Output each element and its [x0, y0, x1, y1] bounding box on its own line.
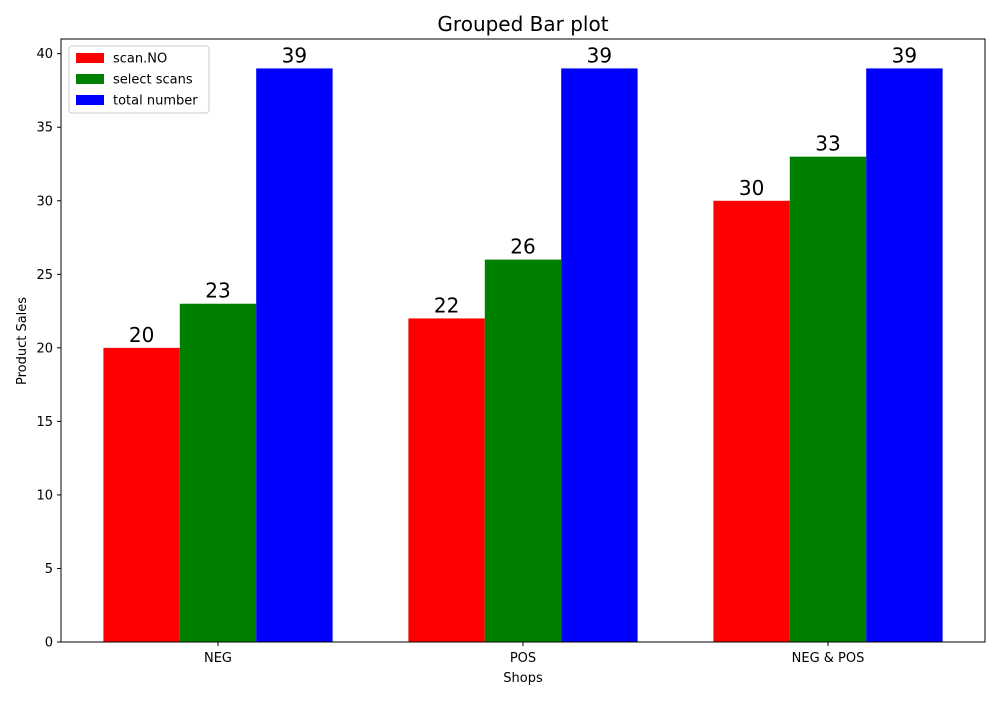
y-tick-label-25: 25: [36, 268, 53, 283]
bar-scan-no-pos: [408, 318, 485, 642]
x-tick-label-neg-pos: NEG & POS: [792, 651, 865, 666]
legend-swatch-total-number: [76, 95, 104, 105]
y-tick-label-15: 15: [36, 415, 53, 430]
bar-total-number-pos: [561, 68, 638, 643]
legend-label-scan-no: scan.NO: [113, 52, 167, 67]
y-tick-label-5: 5: [45, 562, 53, 577]
data-label-total-number-neg-pos: 39: [892, 43, 917, 67]
bar-total-number-neg: [256, 68, 333, 643]
x-tick-label-neg: NEG: [204, 651, 232, 666]
bar-total-number-neg-pos: [866, 68, 943, 643]
data-label-scan-no-neg-pos: 30: [739, 176, 764, 200]
legend: scan.NO select scans total number: [68, 45, 210, 114]
bar-select-scans-neg: [179, 303, 257, 642]
y-tick-label-40: 40: [36, 47, 53, 62]
legend-label-select-scans: select scans: [113, 73, 193, 88]
data-label-scan-no-neg: 20: [129, 323, 154, 347]
data-label-total-number-neg: 39: [282, 43, 307, 67]
y-tick-label-35: 35: [36, 121, 53, 136]
data-label-select-scans-neg: 23: [205, 279, 230, 303]
bar-select-scans-pos: [484, 259, 562, 642]
y-tick-label-0: 0: [45, 636, 53, 651]
y-axis-label: Product Sales: [15, 297, 30, 385]
legend-swatch-select-scans: [76, 74, 104, 84]
chart-title: Grouped Bar plot: [437, 12, 608, 36]
data-label-total-number-pos: 39: [587, 43, 612, 67]
data-label-select-scans-neg-pos: 33: [815, 132, 840, 156]
y-tick-label-30: 30: [36, 194, 53, 209]
data-label-select-scans-pos: 26: [510, 235, 535, 259]
legend-label-total-number: total number: [113, 94, 198, 109]
axes-layer: 0 5 10 15 20 25 30 35 40 NEG POS NEG & POS: [36, 38, 986, 666]
y-tick-label-10: 10: [36, 488, 53, 503]
bar-select-scans-neg-pos: [789, 156, 867, 642]
y-tick-label-20: 20: [36, 341, 53, 356]
bar-scan-no-neg: [103, 347, 180, 642]
legend-swatch-scan-no: [76, 53, 104, 63]
data-label-scan-no-pos: 22: [434, 293, 459, 317]
x-axis-label: Shops: [503, 671, 543, 686]
data-labels-layer: 20 23 39 22 26 39 30 33 39: [129, 43, 917, 346]
x-tick-label-pos: POS: [510, 651, 536, 666]
bar-scan-no-neg-pos: [713, 200, 790, 642]
bars-layer: [103, 68, 943, 643]
